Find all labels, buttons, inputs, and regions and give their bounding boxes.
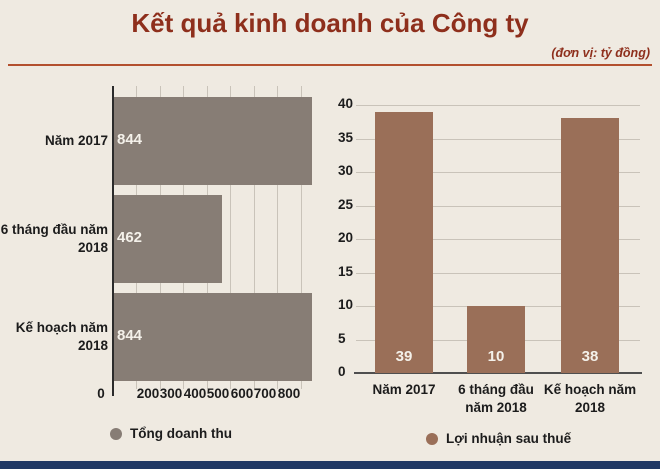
x-tick-label: 800 xyxy=(277,386,301,401)
y-tick-label: 35 xyxy=(338,130,354,145)
data-label: 10 xyxy=(487,348,505,365)
x-tick-label: 300 xyxy=(159,386,183,401)
bar xyxy=(114,97,312,185)
gridline xyxy=(356,139,640,140)
x-tick-label: 200 xyxy=(136,386,160,401)
category-label: 6 tháng đầu năm 2018 xyxy=(0,222,108,255)
y-tick-label: 5 xyxy=(338,331,346,346)
page-title: Kết quả kinh doanh của Công ty xyxy=(131,8,529,38)
legend-marker-revenue-icon xyxy=(110,427,122,440)
x-tick-label: 0 xyxy=(97,386,105,401)
legend-marker-profit-icon xyxy=(426,432,438,445)
y-tick-label: 20 xyxy=(338,230,354,245)
legend-revenue: Tổng doanh thu xyxy=(110,426,232,441)
data-label: 39 xyxy=(395,348,413,365)
data-label: 844 xyxy=(117,327,143,344)
category-label: 6 tháng đầu năm 2018 xyxy=(458,382,534,415)
category-label: Kế hoạch năm 2018 xyxy=(15,320,108,353)
legend-label-revenue: Tổng doanh thu xyxy=(130,426,232,441)
gridline xyxy=(301,86,302,389)
x-tick-label: 500 xyxy=(206,386,230,401)
legend-profit: Lợi nhuận sau thuế xyxy=(426,431,571,446)
bar xyxy=(114,293,312,381)
gridline xyxy=(356,206,640,207)
data-label: 38 xyxy=(581,348,599,365)
category-label: Năm 2017 xyxy=(44,133,108,149)
data-label: 844 xyxy=(117,131,143,148)
category-label: Kế hoạch năm 2018 xyxy=(543,382,637,415)
y-tick-label: 25 xyxy=(338,197,354,212)
y-tick-label: 40 xyxy=(338,96,354,111)
x-tick-label: 700 xyxy=(253,386,277,401)
revenue-bar-chart: 844 Năm 2017 462 6 tháng đầu năm 2018 844 Kế h… xyxy=(0,80,330,425)
bar xyxy=(375,112,433,373)
bar xyxy=(467,306,525,373)
bar xyxy=(561,118,619,373)
unit-note: (đơn vị: tỷ đồng) xyxy=(551,46,650,60)
x-tick-label: 400 xyxy=(183,386,207,401)
category-label: Năm 2017 xyxy=(372,382,436,397)
footer-bar xyxy=(0,461,660,469)
x-axis-line xyxy=(354,372,642,374)
bar xyxy=(114,195,222,283)
y-tick-label: 10 xyxy=(338,297,354,312)
y-axis-line xyxy=(112,86,114,396)
divider-line xyxy=(8,64,652,66)
gridline xyxy=(230,86,231,389)
gridline xyxy=(356,273,640,274)
legend-label-profit: Lợi nhuận sau thuế xyxy=(446,431,572,446)
gridline xyxy=(356,105,640,106)
gridline xyxy=(356,172,640,173)
y-tick-label: 30 xyxy=(338,163,354,178)
y-tick-label: 15 xyxy=(338,264,354,279)
data-label: 462 xyxy=(117,229,143,246)
gridline xyxy=(356,239,640,240)
x-tick-label: 600 xyxy=(230,386,254,401)
y-tick-label: 0 xyxy=(338,364,346,379)
profit-bar-chart: 0 5 10 15 20 25 30 35 40 39 Năm 2017 10 6 tháng đầu n… xyxy=(330,80,660,425)
gridline xyxy=(277,86,278,389)
gridline xyxy=(254,86,255,389)
